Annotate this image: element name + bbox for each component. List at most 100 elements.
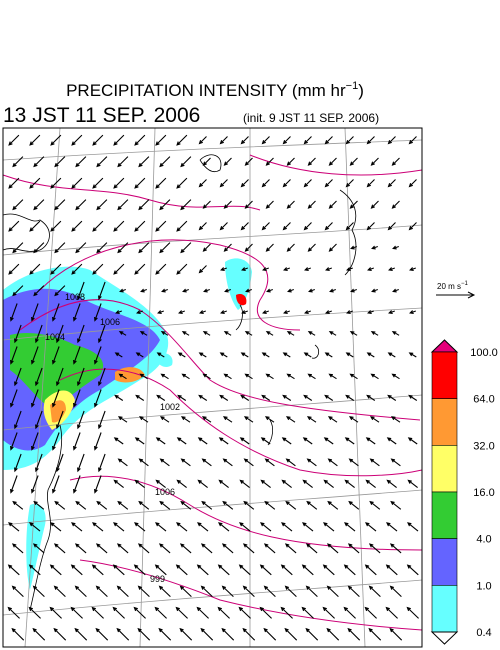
wind-arrow xyxy=(10,346,18,365)
wind-legend-text: 20 m s xyxy=(437,282,461,291)
wind-arrow xyxy=(154,606,167,619)
wind-arrow xyxy=(240,136,249,145)
title: PRECIPITATION INTENSITY (mm hr−1) xyxy=(66,80,364,100)
wind-arrow xyxy=(308,288,315,293)
wind-arrow xyxy=(138,416,149,423)
wind-arrow xyxy=(239,437,250,445)
wind-arrow xyxy=(112,606,125,619)
wind-arrow xyxy=(240,352,249,358)
wind-arrow xyxy=(135,394,145,401)
wind-arrow xyxy=(201,416,212,423)
wind-arrow xyxy=(370,157,379,166)
wind-arrow xyxy=(28,564,41,576)
wind-arrow xyxy=(175,606,188,619)
wind-arrow xyxy=(155,263,167,275)
wind-arrow xyxy=(284,627,298,641)
wind-arrow xyxy=(219,352,228,358)
wind-arrow xyxy=(245,288,252,293)
wind-arrow xyxy=(280,564,293,576)
wind-arrow xyxy=(223,200,232,209)
wind-arrow xyxy=(240,394,250,401)
wind-arrow xyxy=(282,136,291,145)
wind-arrow xyxy=(14,367,22,387)
wind-arrow xyxy=(180,199,192,211)
wind-arrow xyxy=(77,453,85,473)
wind-arrow xyxy=(197,479,208,489)
wind-arrow xyxy=(33,199,45,211)
wind-arrow xyxy=(222,500,234,510)
wind-arrow xyxy=(301,564,314,576)
wind-arrow xyxy=(178,310,185,314)
wind-arrow xyxy=(182,288,189,293)
wind-arrow xyxy=(98,367,106,387)
init-time: (init. 9 JST 11 SEP. 2006) xyxy=(243,111,379,125)
title-text: PRECIPITATION INTENSITY (mm hr xyxy=(66,81,346,100)
wind-arrow xyxy=(91,564,104,576)
wind-arrow xyxy=(322,564,335,576)
wind-arrow xyxy=(389,543,402,554)
wind-arrow xyxy=(156,394,166,401)
wind-arrow xyxy=(50,220,62,232)
wind-arrow xyxy=(179,585,192,597)
wind-arrow xyxy=(386,522,398,532)
contour-label: 1002 xyxy=(160,402,180,412)
wind-arrow xyxy=(176,134,188,146)
wind-arrow xyxy=(261,222,270,231)
wind-arrow xyxy=(92,263,104,275)
wind-legend-sup: −1 xyxy=(461,281,469,287)
wind-arrow xyxy=(52,346,60,365)
wind-arrow xyxy=(33,242,45,254)
wind-arrow xyxy=(281,522,293,532)
wind-arrow xyxy=(134,134,146,146)
wind-arrow xyxy=(10,303,18,322)
contour-label: 1006 xyxy=(100,317,120,327)
wind-arrow xyxy=(391,373,400,380)
wind-arrow xyxy=(7,606,20,619)
wind-arrow xyxy=(408,179,417,188)
precip-red xyxy=(236,294,247,306)
wind-arrow xyxy=(71,263,83,275)
wind-arrow xyxy=(119,288,126,293)
precip-cyan xyxy=(155,353,173,367)
wind-arrow xyxy=(367,267,374,271)
wind-arrow xyxy=(54,156,66,168)
wind-arrow xyxy=(155,437,166,445)
wind-arrow xyxy=(329,288,336,293)
wind-arrow xyxy=(155,177,167,189)
wind-arrow xyxy=(114,352,123,358)
wind-arrow xyxy=(364,606,377,619)
wind-arrow xyxy=(137,543,150,554)
isobar xyxy=(2,154,423,631)
wind-arrow xyxy=(29,177,41,189)
colorbar-label: 32.0 xyxy=(473,440,494,452)
wind-arrow xyxy=(222,416,233,423)
wind-arrow xyxy=(175,564,188,576)
wind-arrow xyxy=(263,585,276,597)
wind-arrow xyxy=(306,500,318,510)
wind-arrow xyxy=(242,543,255,554)
wind-arrow xyxy=(155,479,166,489)
wind-arrow xyxy=(134,220,146,232)
wind-arrow xyxy=(14,324,22,344)
wind-arrow xyxy=(392,288,399,293)
wind-arrow xyxy=(32,627,46,641)
wind-arrow xyxy=(327,500,339,510)
colorbar-segment xyxy=(431,538,458,586)
wind-arrow xyxy=(224,288,231,293)
wind-arrow xyxy=(282,222,291,231)
wind-arrow xyxy=(262,310,269,314)
wind-arrow xyxy=(202,243,211,252)
wind-arrow xyxy=(389,627,403,641)
wind-arrow xyxy=(287,288,294,293)
wind-legend-arrowhead xyxy=(467,291,476,299)
wind-arrow xyxy=(350,245,357,250)
wind-arrow xyxy=(196,606,209,619)
wind-arrow xyxy=(96,242,108,254)
wind-arrow xyxy=(264,500,276,510)
wind-arrow xyxy=(115,310,122,314)
wind-arrow xyxy=(407,479,418,489)
wind-arrow xyxy=(324,394,334,401)
wind-arrow xyxy=(199,310,206,314)
wind-arrow xyxy=(388,267,395,271)
wind-arrow xyxy=(366,352,375,358)
